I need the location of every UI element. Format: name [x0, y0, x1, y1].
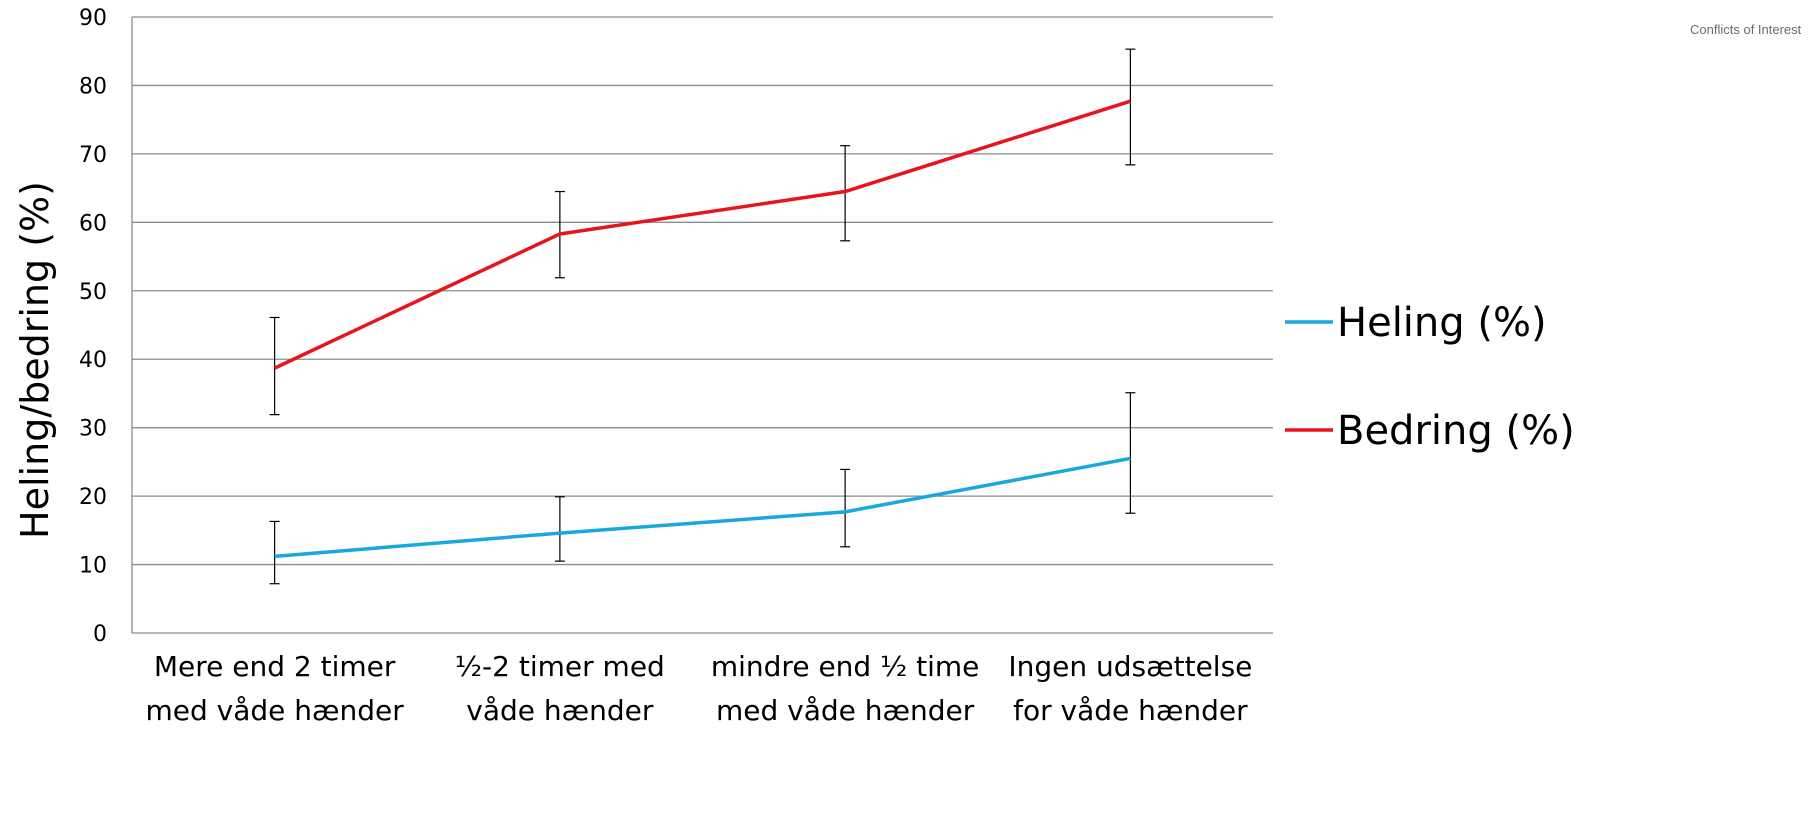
y-tick-label: 20	[79, 485, 107, 510]
y-tick-label: 50	[79, 280, 107, 305]
x-category-label: mindre end ½ time	[711, 650, 980, 683]
legend: Heling (%) Bedring (%)	[1285, 300, 1575, 454]
y-tick-label: 0	[93, 622, 107, 647]
corner-note: Conflicts of Interest	[1690, 22, 1802, 37]
gridlines	[131, 16, 1273, 634]
y-tick-label: 40	[79, 348, 107, 373]
series-line-1	[274, 456, 1131, 559]
y-axis-ticks: 0 10 20 30 40 50 60 70 80 90	[79, 6, 107, 647]
series-line-2	[273, 99, 1131, 370]
y-tick-label: 80	[79, 74, 107, 99]
y-axis-label: Heling/bedring (%)	[13, 181, 57, 539]
x-category-label: med våde hænder	[145, 694, 404, 727]
x-category-label: ½-2 timer med	[455, 650, 665, 683]
y-tick-label: 60	[79, 211, 107, 236]
series-lines	[273, 99, 1131, 559]
y-tick-label: 70	[79, 143, 107, 168]
x-category-label: for våde hænder	[1013, 694, 1248, 727]
x-axis-categories: Mere end 2 timer med våde hænder ½-2 timer…	[145, 650, 1252, 727]
y-tick-label: 30	[79, 417, 107, 442]
legend-label-1: Heling (%)	[1337, 300, 1547, 346]
y-tick-label: 90	[79, 6, 107, 31]
x-category-label: våde hænder	[466, 694, 654, 727]
x-category-label: Ingen udsættelse	[1008, 650, 1252, 683]
legend-label-2: Bedring (%)	[1337, 408, 1575, 454]
error-bars	[269, 48, 1136, 585]
x-category-label: med våde hænder	[716, 694, 975, 727]
y-tick-label: 10	[79, 554, 107, 579]
x-category-label: Mere end 2 timer	[154, 650, 396, 683]
